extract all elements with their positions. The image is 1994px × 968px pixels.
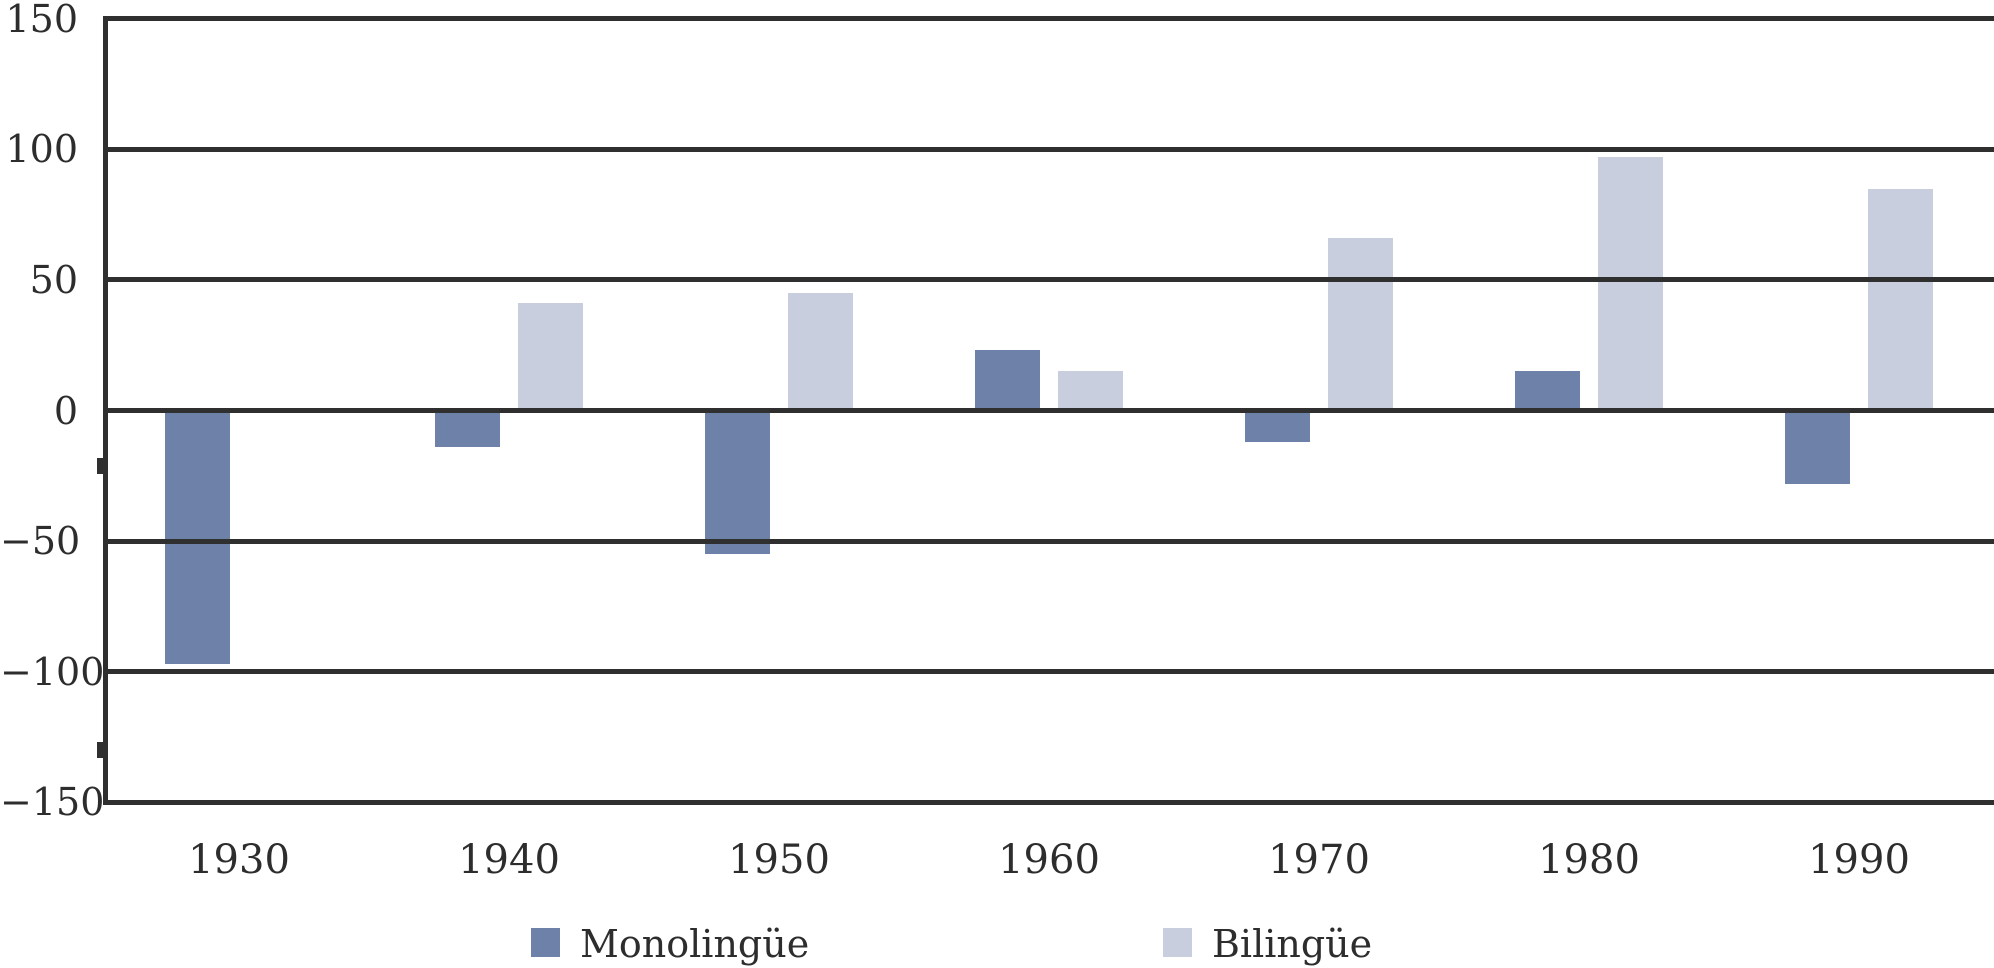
monolingue-swatch-icon bbox=[531, 928, 560, 957]
xtick-label-1950: 1950 bbox=[728, 837, 830, 883]
ytick-label--50: −50 bbox=[0, 519, 81, 564]
gridline--50 bbox=[103, 538, 1994, 544]
gridline-50 bbox=[103, 277, 1994, 283]
bilingue-swatch-icon bbox=[1163, 928, 1192, 957]
x-axis-labels: 1930 1940 1950 1960 1970 1980 1990 bbox=[188, 837, 1910, 883]
y-axis-line bbox=[103, 16, 108, 805]
legend-label-monolingue: Monolingüe bbox=[580, 922, 810, 966]
bar-monolingue-1990 bbox=[1785, 410, 1850, 484]
bar-monolingue-1980 bbox=[1515, 371, 1580, 411]
bar-bilingue-1990 bbox=[1868, 188, 1933, 411]
xtick-label-1930: 1930 bbox=[188, 837, 290, 883]
bar-monolingue-1940 bbox=[435, 410, 500, 448]
ytick-label-50: 50 bbox=[29, 257, 78, 302]
axis-minor-tick-1 bbox=[97, 742, 105, 758]
ytick-label-0: 0 bbox=[53, 388, 78, 433]
bar-monolingue-1960 bbox=[975, 350, 1040, 411]
grid-layer bbox=[97, 16, 1994, 805]
bars-layer bbox=[165, 157, 1933, 664]
xtick-label-1940: 1940 bbox=[458, 837, 560, 883]
axis-minor-tick-0 bbox=[97, 458, 105, 474]
plot-area: 150 100 50 0 −50 −100 −150 1930 1940 1950 1960 197… bbox=[0, 0, 1994, 883]
xtick-label-1970: 1970 bbox=[1268, 837, 1370, 883]
bar-bilingue-1950 bbox=[788, 293, 853, 411]
xtick-label-1990: 1990 bbox=[1808, 837, 1910, 883]
gridline--100 bbox=[103, 669, 1994, 675]
xtick-label-1980: 1980 bbox=[1538, 837, 1640, 883]
xtick-label-1960: 1960 bbox=[998, 837, 1100, 883]
bar-bilingue-1980 bbox=[1598, 157, 1663, 411]
gridline--150 bbox=[103, 799, 1994, 805]
bar-bilingue-1970 bbox=[1328, 238, 1393, 411]
legend: Monolingüe Bilingüe bbox=[0, 922, 1994, 968]
bar-bilingue-1960 bbox=[1058, 371, 1123, 411]
gridline-0 bbox=[103, 408, 1994, 413]
legend-label-bilingue: Bilingüe bbox=[1212, 922, 1373, 966]
bar-monolingue-1930 bbox=[165, 410, 230, 664]
ytick-label-100: 100 bbox=[5, 127, 78, 172]
bar-monolingue-1950 bbox=[705, 410, 770, 555]
y-axis-labels: 150 100 50 0 −50 −100 −150 bbox=[0, 0, 104, 821]
gridline-100 bbox=[103, 146, 1994, 152]
bar-monolingue-1970 bbox=[1245, 410, 1310, 442]
bar-bilingue-1940 bbox=[518, 303, 583, 411]
ytick-label-150: 150 bbox=[5, 0, 78, 41]
gridline-150 bbox=[103, 16, 1994, 22]
